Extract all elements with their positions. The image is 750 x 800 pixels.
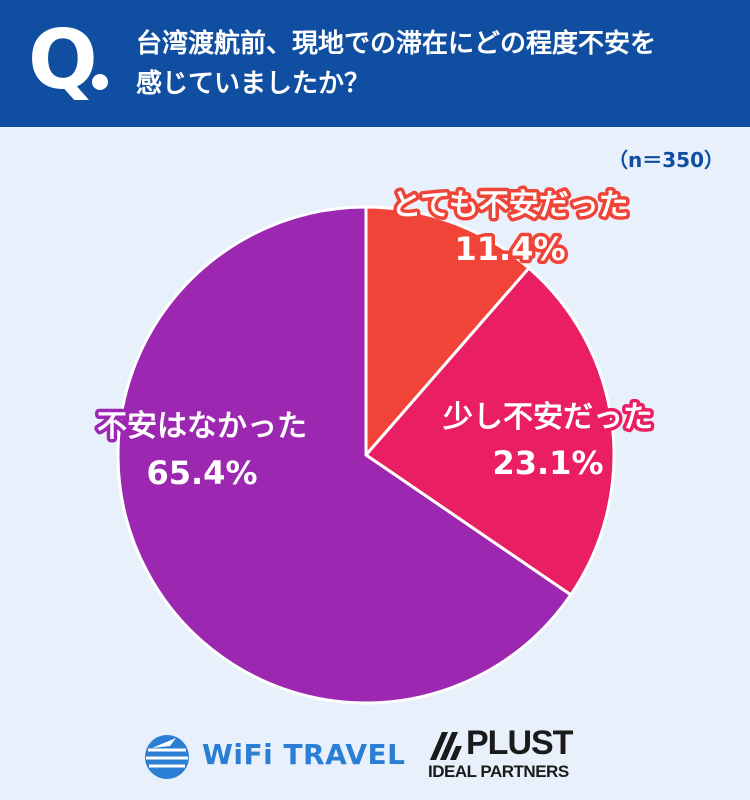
pie-value-2: 23.1% xyxy=(492,444,603,482)
pie-value-1: 11.4% xyxy=(454,230,565,268)
pie-slice-1 xyxy=(364,205,531,457)
pie-slice-2 xyxy=(364,266,616,597)
plust-logo-subtitle: IDEAL PARTNERS xyxy=(428,762,569,781)
footer-logos: WiFi TRAVEL PLUST IDEAL PARTNERS xyxy=(0,718,750,788)
wifi-travel-logo-text: WiFi TRAVEL xyxy=(202,738,406,771)
pie-label-1: とても不安だった xyxy=(391,188,629,223)
pie-label-2: 少し不安だった xyxy=(443,400,653,435)
question-text: 台湾渡航前、現地での滞在にどの程度不安を 感じていましたか？ xyxy=(136,24,736,104)
q-dot-icon xyxy=(92,74,108,90)
pie-label-3: 不安はなかった xyxy=(97,409,307,444)
plust-logo-text: PLUST xyxy=(466,724,573,762)
pie-slice-3 xyxy=(116,205,573,705)
pie-value-3: 65.4% xyxy=(146,454,257,492)
sample-size: （n＝350） xyxy=(608,148,724,172)
question-header: Q 台湾渡航前、現地での滞在にどの程度不安を 感じていましたか？ xyxy=(0,0,750,127)
question-line-2: 感じていましたか？ xyxy=(136,69,371,99)
q-mark: Q xyxy=(28,13,98,108)
wifi-travel-globe-icon xyxy=(145,735,189,779)
question-line-1: 台湾渡航前、現地での滞在にどの程度不安を xyxy=(136,29,657,59)
plust-mark-icon xyxy=(430,732,462,760)
